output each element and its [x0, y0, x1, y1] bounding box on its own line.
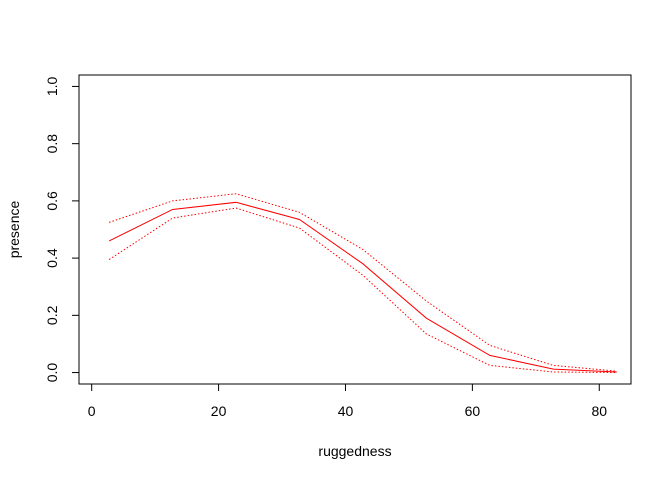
y-tick-label: 0.0 — [44, 363, 60, 383]
y-tick-label: 0.2 — [44, 305, 60, 325]
y-tick-label: 0.8 — [44, 134, 60, 154]
x-tick-label: 20 — [211, 403, 227, 419]
series-line-lower — [108, 207, 617, 374]
series-line-upper — [108, 193, 617, 372]
series-line-fit — [108, 201, 617, 373]
y-axis: 0.0 0.2 0.4 0.6 0.8 1.0 — [44, 77, 80, 383]
series-layer — [108, 193, 617, 374]
x-axis-label: ruggedness — [318, 443, 391, 459]
x-tick-label: 40 — [338, 403, 354, 419]
y-tick-label: 0.4 — [44, 248, 60, 268]
y-tick-label: 1.0 — [44, 77, 60, 97]
x-axis: 0 20 40 60 80 — [88, 383, 607, 419]
x-tick-label: 80 — [591, 403, 607, 419]
x-tick-label: 60 — [465, 403, 481, 419]
y-tick-label: 0.6 — [44, 191, 60, 211]
x-tick-label: 0 — [88, 403, 96, 419]
y-axis-label: presence — [6, 200, 22, 258]
plot-frame — [78, 74, 632, 385]
